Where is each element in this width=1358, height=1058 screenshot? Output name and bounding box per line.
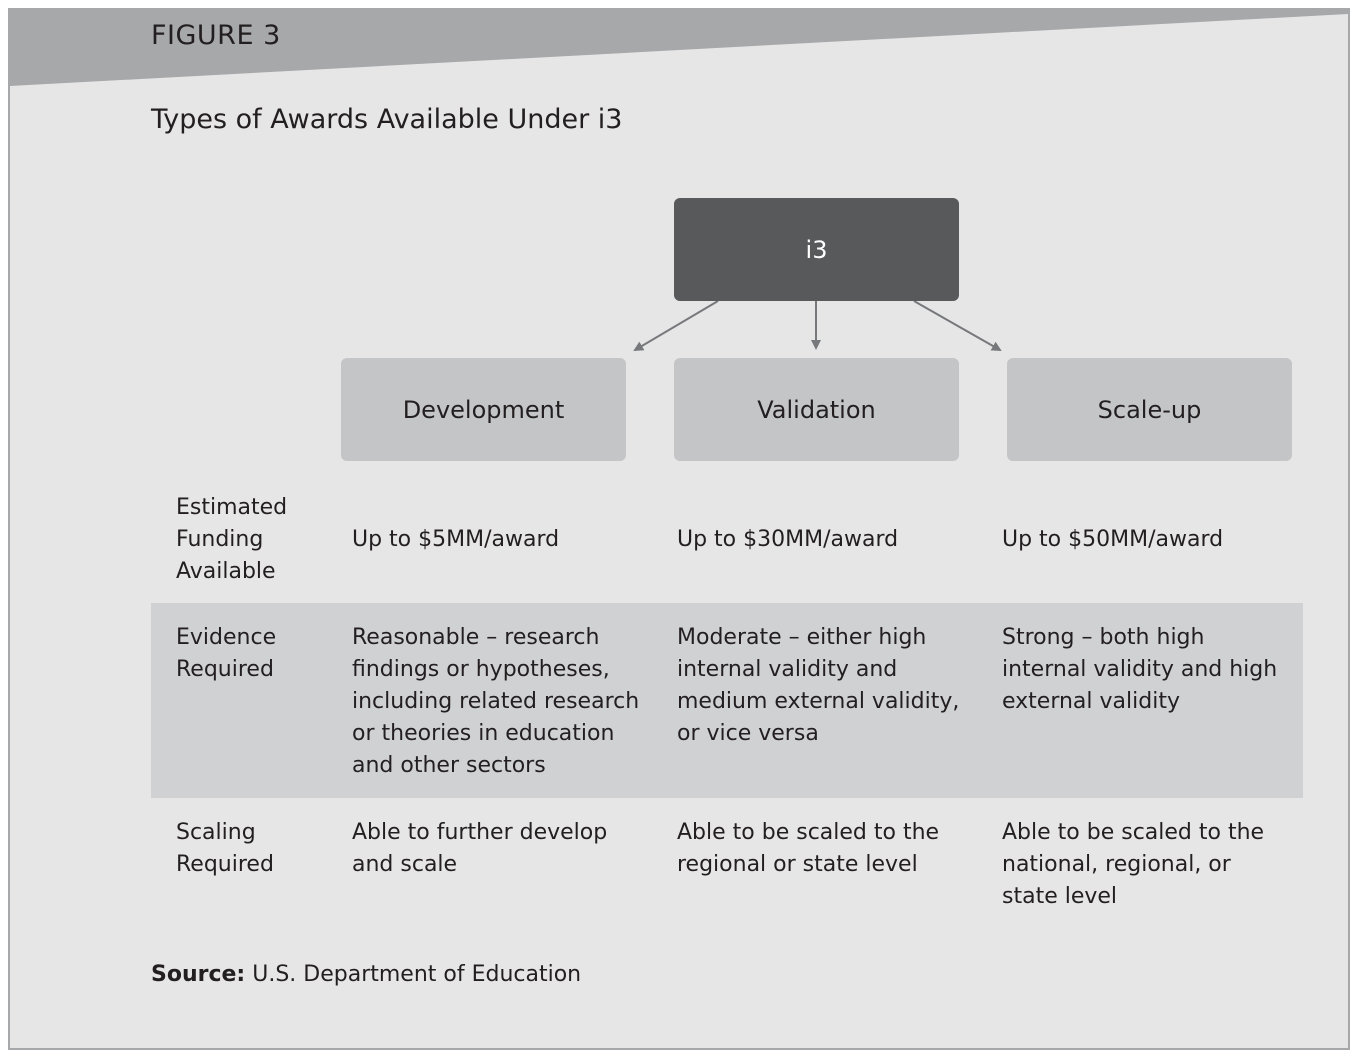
row-label-funding: Estimated Funding Available [176,495,288,584]
arrow-to-scale-up [913,300,1002,351]
row-label-evidence: Evidence Required [176,625,277,682]
node-development: Development [341,358,626,461]
root-node-i3: i3 [674,198,959,301]
node-validation: Validation [674,358,959,461]
node-scale-up: Scale-up [1007,358,1292,461]
scaling-development: Able to further develop and scale [352,820,608,877]
funding-validation: Up to $30MM/award [677,527,899,552]
figure-frame [8,8,1350,1050]
source-note: Source: U.S. Department of Education [151,962,581,987]
evidence-row-band [151,603,1303,798]
source-prefix: Source: [151,962,246,987]
funding-scale-up: Up to $50MM/award [1002,527,1224,552]
header-band [10,10,1348,86]
funding-development: Up to $5MM/award [352,527,560,552]
figure-label: FIGURE 3 [151,20,281,51]
figure-title: Types of Awards Available Under i3 [151,104,623,135]
arrow-to-development [633,300,719,352]
evidence-validation: Moderate – either high internal validity… [677,625,960,746]
row-label-scaling: Scaling Required [176,820,274,877]
scaling-scale-up: Able to be scaled to the national, regio… [1002,820,1265,909]
scaling-validation: Able to be scaled to the regional or sta… [677,820,940,877]
evidence-development: Reasonable – research findings or hypoth… [352,625,640,778]
source-text: U.S. Department of Education [245,962,582,987]
evidence-scale-up: Strong – both high internal validity and… [1002,625,1278,714]
